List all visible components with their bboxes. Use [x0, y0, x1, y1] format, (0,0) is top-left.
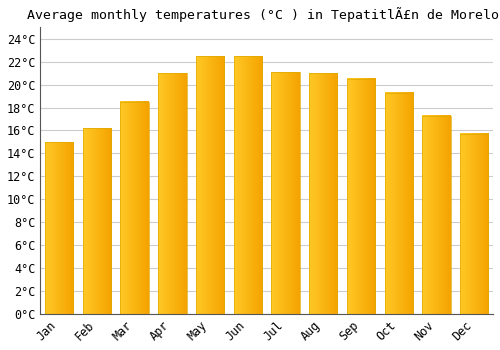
Bar: [45, 142, 74, 314]
Bar: [83, 128, 111, 314]
Bar: [384, 93, 413, 314]
Bar: [120, 102, 149, 314]
Bar: [234, 56, 262, 314]
Bar: [422, 116, 450, 314]
Title: Average monthly temperatures (°C ) in TepatitlÃ£n de Morelos: Average monthly temperatures (°C ) in Te…: [26, 7, 500, 22]
Bar: [460, 134, 488, 314]
Bar: [196, 56, 224, 314]
Bar: [272, 72, 299, 314]
Bar: [347, 79, 375, 314]
Bar: [158, 73, 186, 314]
Bar: [309, 73, 338, 314]
